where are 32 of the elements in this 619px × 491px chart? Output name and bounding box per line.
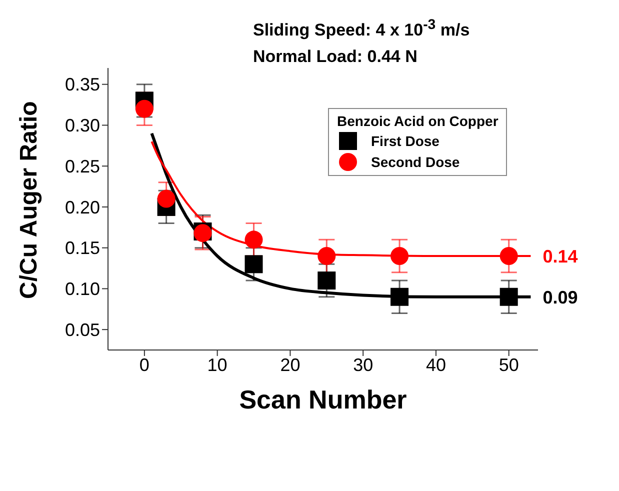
y-tick-label: 0.30 <box>64 116 100 136</box>
y-tick-label: 0.05 <box>64 320 100 340</box>
point <box>244 230 263 249</box>
point <box>500 288 518 306</box>
y-tick-label: 0.15 <box>64 238 100 258</box>
y-tick-label: 0.25 <box>64 156 100 176</box>
legend-label: First Dose <box>371 133 440 149</box>
legend-title: Benzoic Acid on Copper <box>337 113 498 129</box>
point <box>244 255 263 274</box>
point <box>318 272 336 290</box>
chart-subtitle: Normal Load: 0.44 N <box>253 46 418 68</box>
point <box>318 247 336 265</box>
y-tick-label: 0.10 <box>64 279 100 300</box>
point <box>135 100 154 118</box>
x-tick-label: 20 <box>280 354 300 375</box>
y-tick-label: 0.35 <box>64 74 100 95</box>
y-tick-label: 0.20 <box>64 197 100 218</box>
x-tick-label: 10 <box>207 354 228 375</box>
point <box>157 190 176 208</box>
y-axis-title: C/Cu Auger Ratio <box>16 101 43 299</box>
x-tick-label: 40 <box>426 354 446 375</box>
x-axis-title: Scan Number <box>239 384 407 414</box>
legend-label: Second Dose <box>371 154 460 170</box>
point <box>500 247 518 265</box>
point <box>390 288 409 306</box>
x-tick-label: 0 <box>139 354 150 375</box>
x-tick-label: 50 <box>498 354 519 375</box>
point <box>390 247 409 265</box>
annotation: 0.14 <box>542 246 578 266</box>
chart-title: Sliding Speed: 4 x 10$^{-3}$ m/s <box>253 16 470 42</box>
x-tick-label: 30 <box>353 354 374 375</box>
annotation: 0.09 <box>542 287 578 308</box>
